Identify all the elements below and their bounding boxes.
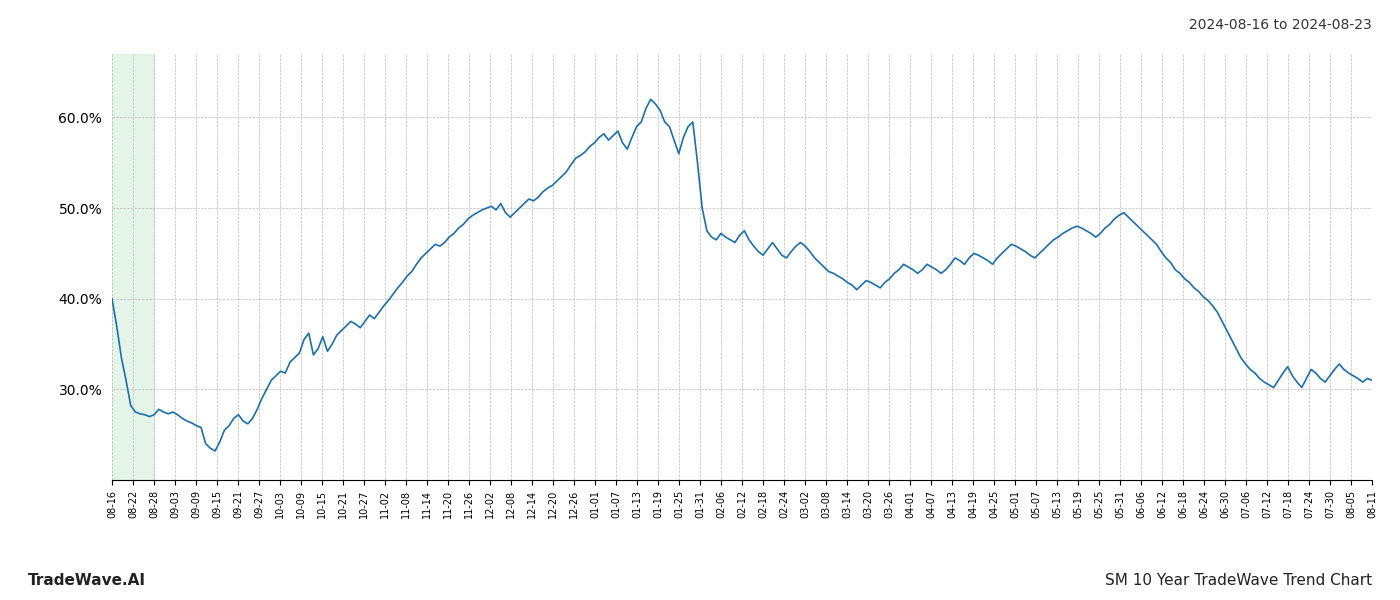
Text: 2024-08-16 to 2024-08-23: 2024-08-16 to 2024-08-23 bbox=[1189, 18, 1372, 32]
Bar bbox=[112, 54, 154, 480]
Text: SM 10 Year TradeWave Trend Chart: SM 10 Year TradeWave Trend Chart bbox=[1105, 573, 1372, 588]
Text: TradeWave.AI: TradeWave.AI bbox=[28, 573, 146, 588]
